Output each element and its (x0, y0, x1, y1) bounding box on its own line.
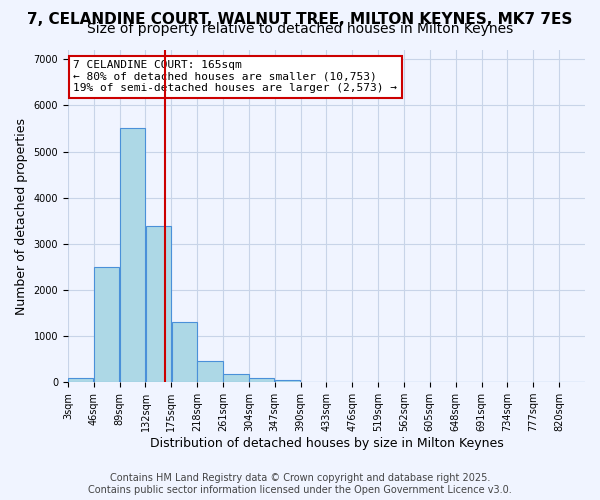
Text: Size of property relative to detached houses in Milton Keynes: Size of property relative to detached ho… (87, 22, 513, 36)
Bar (94, 267, 119, 382)
Bar (197, 361, 223, 382)
X-axis label: Distribution of detached houses by size in Milton Keynes: Distribution of detached houses by size … (149, 437, 503, 450)
Bar (275, 380, 300, 382)
Bar (146, 226, 171, 382)
Y-axis label: Number of detached properties: Number of detached properties (15, 118, 28, 314)
Bar (249, 378, 274, 382)
Text: Contains HM Land Registry data © Crown copyright and database right 2025.
Contai: Contains HM Land Registry data © Crown c… (88, 474, 512, 495)
Bar (68, 378, 94, 382)
Text: 7 CELANDINE COURT: 165sqm
← 80% of detached houses are smaller (10,753)
19% of s: 7 CELANDINE COURT: 165sqm ← 80% of detac… (73, 60, 397, 93)
Text: 7, CELANDINE COURT, WALNUT TREE, MILTON KEYNES, MK7 7ES: 7, CELANDINE COURT, WALNUT TREE, MILTON … (28, 12, 572, 28)
Bar (172, 322, 197, 382)
Bar (120, 128, 145, 382)
Bar (223, 374, 248, 382)
